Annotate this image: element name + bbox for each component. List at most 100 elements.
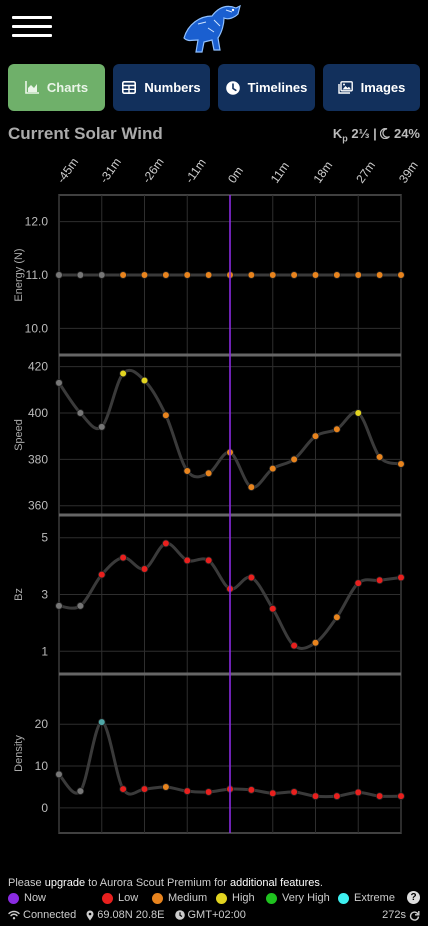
y-tick-label: 10.0 xyxy=(25,321,49,335)
data-point xyxy=(97,570,106,579)
x-tick-label: -31m xyxy=(97,155,124,185)
refresh-icon[interactable] xyxy=(409,910,420,921)
legend-label-medium: Medium xyxy=(168,892,208,904)
data-point xyxy=(333,271,341,279)
data-point xyxy=(290,641,298,650)
legend-dot-high xyxy=(216,892,227,904)
data-point xyxy=(55,271,63,279)
tab-timelines-label: Timelines xyxy=(247,80,308,95)
moon-illumination: 24% xyxy=(393,126,420,141)
data-point xyxy=(55,770,63,779)
x-tick-label: 11m xyxy=(268,159,292,185)
data-point xyxy=(354,579,363,587)
legend-dot-low xyxy=(102,892,113,904)
y-axis-label: Energy (N) xyxy=(13,248,25,301)
data-point xyxy=(354,788,363,797)
legend-label-very-high: Very High xyxy=(282,892,330,904)
kp-index: Kp 2⅓ | 24% xyxy=(333,126,420,144)
additional-features-link[interactable]: additional features xyxy=(229,877,320,889)
legend-item-very-high: Very High xyxy=(266,892,330,904)
data-point xyxy=(397,460,405,468)
legend-label-extreme: Extreme xyxy=(354,892,395,904)
tab-charts-label: Charts xyxy=(46,80,89,95)
y-tick-label: 12.0 xyxy=(25,215,49,229)
legend-dot-medium xyxy=(152,892,163,904)
data-point xyxy=(333,425,341,434)
data-point xyxy=(311,271,320,279)
refresh-countdown[interactable]: 272s xyxy=(382,909,420,921)
data-point xyxy=(162,411,170,420)
data-point xyxy=(204,271,213,279)
data-point xyxy=(183,787,192,795)
upgrade-prefix: Please xyxy=(8,877,42,889)
clock-icon xyxy=(225,80,240,95)
tab-images[interactable]: Images xyxy=(323,64,420,111)
data-point xyxy=(247,573,256,582)
y-tick-label: 20 xyxy=(35,717,49,731)
image-icon xyxy=(337,81,353,94)
data-point xyxy=(76,409,85,417)
data-point xyxy=(97,271,106,279)
upgrade-middle: to Aurora Scout Premium for xyxy=(88,877,227,889)
x-tick-label: -26m xyxy=(139,155,166,185)
data-point xyxy=(333,792,341,800)
data-point xyxy=(76,602,85,610)
data-point xyxy=(140,785,149,793)
data-point xyxy=(55,602,63,610)
y-axis-label: Speed xyxy=(13,419,25,451)
legend-item-extreme: Extreme xyxy=(338,892,395,904)
data-point xyxy=(375,271,384,279)
tab-charts[interactable]: Charts xyxy=(8,64,105,111)
data-point xyxy=(140,271,149,279)
location-label: 69.08N 20.8E xyxy=(97,909,165,921)
data-point xyxy=(162,539,170,548)
data-point xyxy=(397,792,405,800)
moon-icon xyxy=(380,127,391,140)
page-title: Current Solar Wind xyxy=(8,124,163,143)
view-tabs: Charts Numbers Timelines Images xyxy=(8,64,420,112)
x-tick-label: -11m xyxy=(182,156,209,186)
data-point xyxy=(354,271,363,279)
data-point xyxy=(204,556,213,565)
tab-images-label: Images xyxy=(360,80,406,95)
data-point xyxy=(375,576,384,585)
legend-item-now: Now xyxy=(8,892,46,904)
x-tick-label: 0m xyxy=(225,164,246,186)
status-bar: Connected 69.08N 20.8E GMT+02:00 xyxy=(8,909,246,921)
upgrade-link[interactable]: upgrade xyxy=(44,877,86,889)
data-point xyxy=(290,455,298,464)
data-point xyxy=(140,565,149,573)
data-point xyxy=(76,271,85,279)
connection-label: Connected xyxy=(23,909,77,921)
tab-timelines[interactable]: Timelines xyxy=(218,64,315,111)
y-tick-label: 360 xyxy=(28,499,48,513)
data-point xyxy=(247,786,256,794)
wifi-icon xyxy=(8,910,20,920)
kp-value: 2⅓ xyxy=(351,126,370,141)
data-point xyxy=(247,271,256,279)
help-icon[interactable]: ? xyxy=(407,891,420,904)
y-tick-label: 11.0 xyxy=(26,268,49,282)
y-axis-label: Density xyxy=(13,735,25,772)
data-point xyxy=(354,409,363,417)
data-point xyxy=(397,271,405,279)
legend-item-medium: Medium xyxy=(152,892,207,904)
data-point xyxy=(97,423,106,431)
data-point xyxy=(333,613,341,622)
hamburger-menu-icon[interactable] xyxy=(12,16,52,38)
data-point xyxy=(119,271,127,279)
data-point xyxy=(268,464,277,473)
table-icon xyxy=(122,81,137,94)
y-tick-label: 400 xyxy=(28,406,48,420)
legend-label-high: High xyxy=(232,892,255,904)
data-point xyxy=(290,788,298,796)
solar-wind-chart: -45m -31m -26m -11m 0m 11m 18m 27m 39m12.011.010… xyxy=(13,155,421,834)
legend-dot-very-high xyxy=(266,892,277,904)
data-point xyxy=(268,789,277,798)
tab-numbers[interactable]: Numbers xyxy=(113,64,210,111)
legend-dot-extreme xyxy=(338,892,349,904)
kp-letter: K xyxy=(332,126,343,141)
legend-item-low: Low xyxy=(102,892,138,904)
data-point xyxy=(397,573,405,582)
countdown-label: 272s xyxy=(382,909,406,921)
